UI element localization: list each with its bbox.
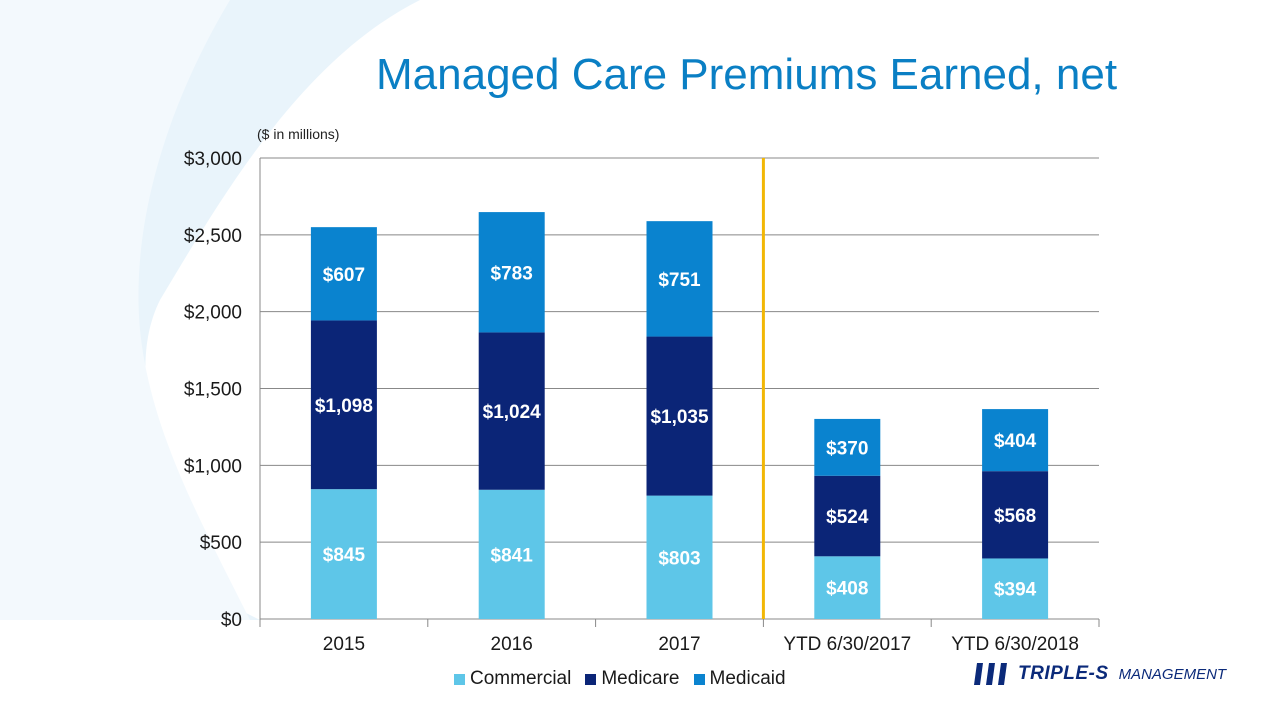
bar-commercial [646, 495, 713, 619]
x-tick-label: 2016 [491, 634, 533, 655]
data-label-medicaid: $404 [994, 431, 1037, 452]
data-label-commercial: $394 [994, 580, 1037, 601]
bar-medicare [982, 471, 1049, 559]
x-tick-label: YTD 6/30/2018 [951, 634, 1079, 655]
data-label-medicaid: $751 [658, 270, 701, 291]
units-note: ($ in millions) [257, 126, 340, 142]
y-tick-label: $1,000 [184, 456, 242, 477]
data-label-medicare: $568 [994, 506, 1036, 527]
data-label-medicare: $1,024 [483, 402, 542, 423]
y-tick-label: $2,500 [184, 226, 242, 247]
legend-label-medicaid: Medicaid [709, 668, 786, 689]
bar-commercial [310, 489, 377, 619]
slide-title: Managed Care Premiums Earned, net [376, 50, 1118, 99]
data-label-medicaid: $607 [323, 265, 365, 286]
logo-name: TRIPLE-S [1018, 663, 1109, 684]
bar-medicare [646, 336, 713, 496]
data-label-medicare: $524 [826, 507, 869, 528]
legend-swatch-commercial [454, 673, 465, 685]
bar-medicare [478, 332, 545, 490]
bar-medicaid [310, 227, 377, 321]
bar-medicaid [814, 418, 881, 476]
legend-swatch-medicaid [693, 673, 705, 685]
bar-medicaid [478, 212, 545, 333]
bar-medicaid [646, 221, 713, 337]
legend-swatch-medicare [585, 673, 597, 685]
legend-item-medicare: Medicare [585, 668, 680, 690]
logo-suffix: MANAGEMENT [1118, 665, 1227, 683]
data-label-medicare: $1,098 [315, 396, 373, 417]
y-tick-label: $3,000 [184, 149, 242, 170]
data-label-commercial: $408 [826, 579, 868, 600]
legend-label-medicare: Medicare [601, 668, 680, 689]
bar-medicaid [982, 409, 1049, 472]
data-label-commercial: $803 [658, 548, 700, 569]
y-tick-label: $1,500 [184, 380, 242, 401]
x-tick-label: 2015 [323, 634, 365, 655]
x-tick-label: YTD 6/30/2017 [783, 634, 911, 655]
company-logo: TRIPLE-S MANAGEMENT [968, 660, 1226, 688]
bar-commercial [982, 558, 1049, 619]
chart-legend: Commercial Medicare Medicaid [454, 668, 786, 690]
logo-mark-icon [974, 663, 1007, 685]
data-label-medicaid: $370 [826, 438, 868, 459]
bar-medicare [310, 320, 377, 490]
data-label-medicare: $1,035 [650, 407, 709, 428]
bar-medicare [814, 475, 881, 557]
legend-label-commercial: Commercial [470, 668, 572, 689]
bar-commercial [478, 489, 545, 619]
bar-commercial [814, 556, 881, 619]
legend-item-commercial: Commercial [454, 668, 571, 690]
data-label-commercial: $841 [491, 545, 534, 566]
y-tick-label: $500 [200, 533, 242, 554]
data-label-medicaid: $783 [491, 263, 533, 284]
y-tick-label: $0 [221, 610, 242, 631]
y-tick-label: $2,000 [184, 303, 242, 324]
legend-item-medicaid: Medicaid [693, 668, 786, 690]
data-label-commercial: $845 [323, 545, 366, 566]
x-tick-label: 2017 [658, 634, 700, 655]
